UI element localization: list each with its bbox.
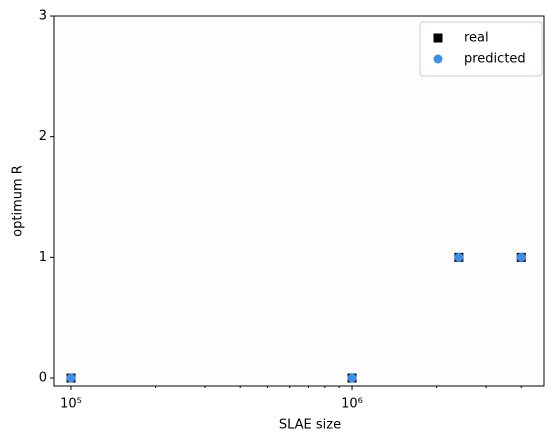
plot-area bbox=[54, 16, 544, 386]
legend-box bbox=[419, 21, 543, 77]
y-tick-label: 2 bbox=[39, 129, 47, 144]
x-tick-label: 10⁶ bbox=[341, 397, 363, 412]
y-tick-label: 3 bbox=[39, 9, 47, 24]
plot-frame bbox=[53, 15, 545, 387]
y-tick-label: 0 bbox=[39, 371, 47, 386]
x-axis-label: SLAE size bbox=[279, 418, 341, 433]
point bbox=[516, 252, 526, 262]
point bbox=[66, 373, 76, 383]
legend-label: real bbox=[464, 31, 489, 46]
point bbox=[347, 373, 357, 383]
y-tick-label: 1 bbox=[39, 250, 47, 265]
y-axis-label: optimum R bbox=[11, 165, 26, 237]
x-tick-label: 10⁵ bbox=[60, 397, 82, 412]
legend-marker bbox=[433, 33, 443, 43]
point bbox=[454, 252, 464, 262]
legend-marker bbox=[433, 54, 443, 64]
legend-label: predicted bbox=[464, 52, 526, 67]
